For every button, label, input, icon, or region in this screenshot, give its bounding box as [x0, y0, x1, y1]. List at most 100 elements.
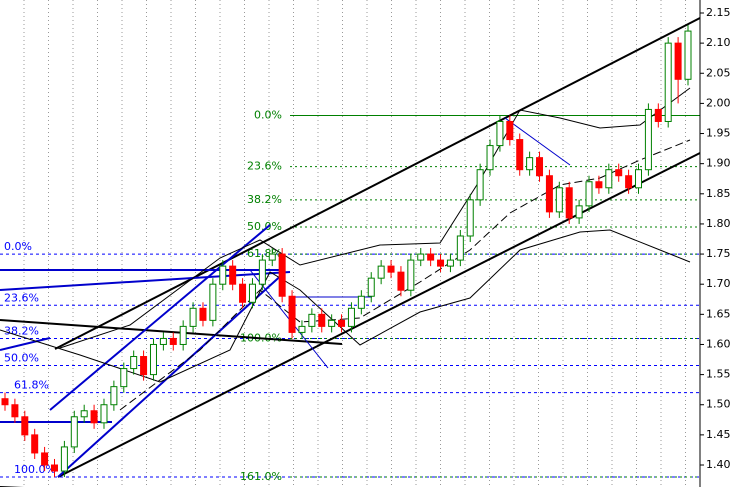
- candle-body: [347, 307, 355, 327]
- candle-body: [318, 313, 326, 327]
- candle-body: [456, 235, 464, 261]
- candle-body: [565, 187, 573, 219]
- candle-body: [288, 295, 296, 333]
- candle-body: [486, 145, 494, 171]
- candle-body: [536, 157, 544, 177]
- y-tick-label: 2.00: [706, 96, 731, 109]
- candle-body: [446, 259, 454, 267]
- candle-body: [625, 175, 633, 189]
- candle-body: [664, 42, 672, 122]
- y-tick-label: 1.50: [706, 398, 731, 411]
- channel-upper: [54, 17, 701, 350]
- candle-body: [585, 181, 593, 207]
- blue-line: [0, 337, 51, 351]
- band-line: [0, 229, 691, 383]
- band-line: [59, 87, 691, 349]
- y-tick-label: 1.65: [706, 307, 731, 320]
- candle-body: [149, 343, 157, 376]
- y-tick-label: 2.05: [706, 66, 731, 79]
- fib-levels: 0.0% 23.6% 38.2% 50.0% 61.8% 100.0% 0.0% 23.6% 3…: [0, 108, 700, 483]
- y-tick-label: 2.10: [706, 36, 731, 49]
- candle-body: [466, 199, 474, 237]
- trend-line: [0, 319, 343, 345]
- candle-body: [169, 337, 177, 345]
- fib-label: 50.0%: [4, 352, 39, 365]
- candle-body: [268, 253, 276, 261]
- candle-body: [605, 169, 613, 189]
- candle-body: [516, 139, 524, 171]
- candle-body: [545, 175, 553, 213]
- candle-body: [674, 42, 682, 80]
- blue-line: [504, 117, 571, 166]
- candle-body: [239, 283, 247, 303]
- candle-body: [229, 265, 237, 285]
- y-tick-label: 1.75: [706, 247, 731, 260]
- candle-body: [209, 283, 217, 321]
- candle-body: [338, 319, 346, 327]
- candle-body: [377, 265, 385, 279]
- candle-body: [80, 410, 88, 418]
- candle-body: [31, 434, 39, 454]
- channel-lower: [57, 152, 701, 478]
- candle-body: [248, 283, 256, 303]
- y-tick-label: 1.80: [706, 217, 731, 230]
- candle-body: [130, 356, 138, 370]
- candle-body: [50, 464, 58, 472]
- candle-body: [575, 205, 583, 219]
- candle-body: [308, 313, 316, 327]
- candle-body: [506, 120, 514, 141]
- y-axis-labels: 1.40 1.45 1.50 1.55 1.60 1.65 1.70 1.75 1.80 1.85…: [700, 6, 731, 471]
- candle-body: [298, 325, 306, 333]
- candle-body: [11, 404, 19, 418]
- candle-body: [397, 271, 405, 291]
- candle-body: [654, 108, 662, 122]
- fib-label: 50.0%: [247, 220, 282, 233]
- y-tick-label: 1.60: [706, 337, 731, 350]
- candle-body: [526, 157, 534, 171]
- fib-label: 61.8%: [14, 379, 49, 392]
- y-tick-label: 1.90: [706, 157, 731, 170]
- y-tick-label: 1.70: [706, 277, 731, 290]
- blue-line: [49, 224, 271, 411]
- fib-label: 100.0%: [14, 463, 56, 476]
- candle-body: [615, 169, 623, 177]
- candle-body: [437, 259, 445, 267]
- candle-body: [60, 446, 68, 472]
- candle-body: [110, 386, 118, 406]
- candle-body: [427, 253, 435, 261]
- candle-body: [496, 120, 504, 147]
- candle-body: [367, 277, 375, 297]
- y-tick-label: 1.45: [706, 428, 731, 441]
- candle-body: [417, 253, 425, 261]
- y-tick-label: 1.95: [706, 127, 731, 140]
- candle-body: [278, 253, 286, 297]
- candle-body: [41, 452, 49, 466]
- candle-body: [159, 337, 167, 345]
- candle-body: [189, 307, 197, 327]
- candle-body: [387, 265, 395, 273]
- y-tick-label: 1.85: [706, 187, 731, 200]
- candle-body: [21, 416, 29, 436]
- candle-body: [100, 404, 108, 424]
- y-tick-label: 1.55: [706, 368, 731, 381]
- candle-body: [219, 265, 227, 285]
- candles: [1, 25, 692, 478]
- candle-body: [90, 410, 98, 424]
- candle-body: [70, 416, 78, 448]
- candle-body: [357, 295, 365, 309]
- candle-body: [635, 169, 643, 189]
- fib-label: 38.2%: [247, 193, 282, 206]
- candle-body: [179, 325, 187, 345]
- candle-body: [644, 108, 652, 171]
- candle-body: [199, 307, 207, 321]
- fib-label: 23.6%: [4, 291, 39, 304]
- blue-line: [57, 271, 286, 478]
- y-tick-label: 1.40: [706, 458, 731, 471]
- fib-label: 38.2%: [4, 324, 39, 337]
- candle-body: [476, 169, 484, 201]
- y-tick-label: 2.15: [706, 6, 731, 19]
- candle-body: [1, 398, 9, 406]
- candle-body: [120, 368, 128, 388]
